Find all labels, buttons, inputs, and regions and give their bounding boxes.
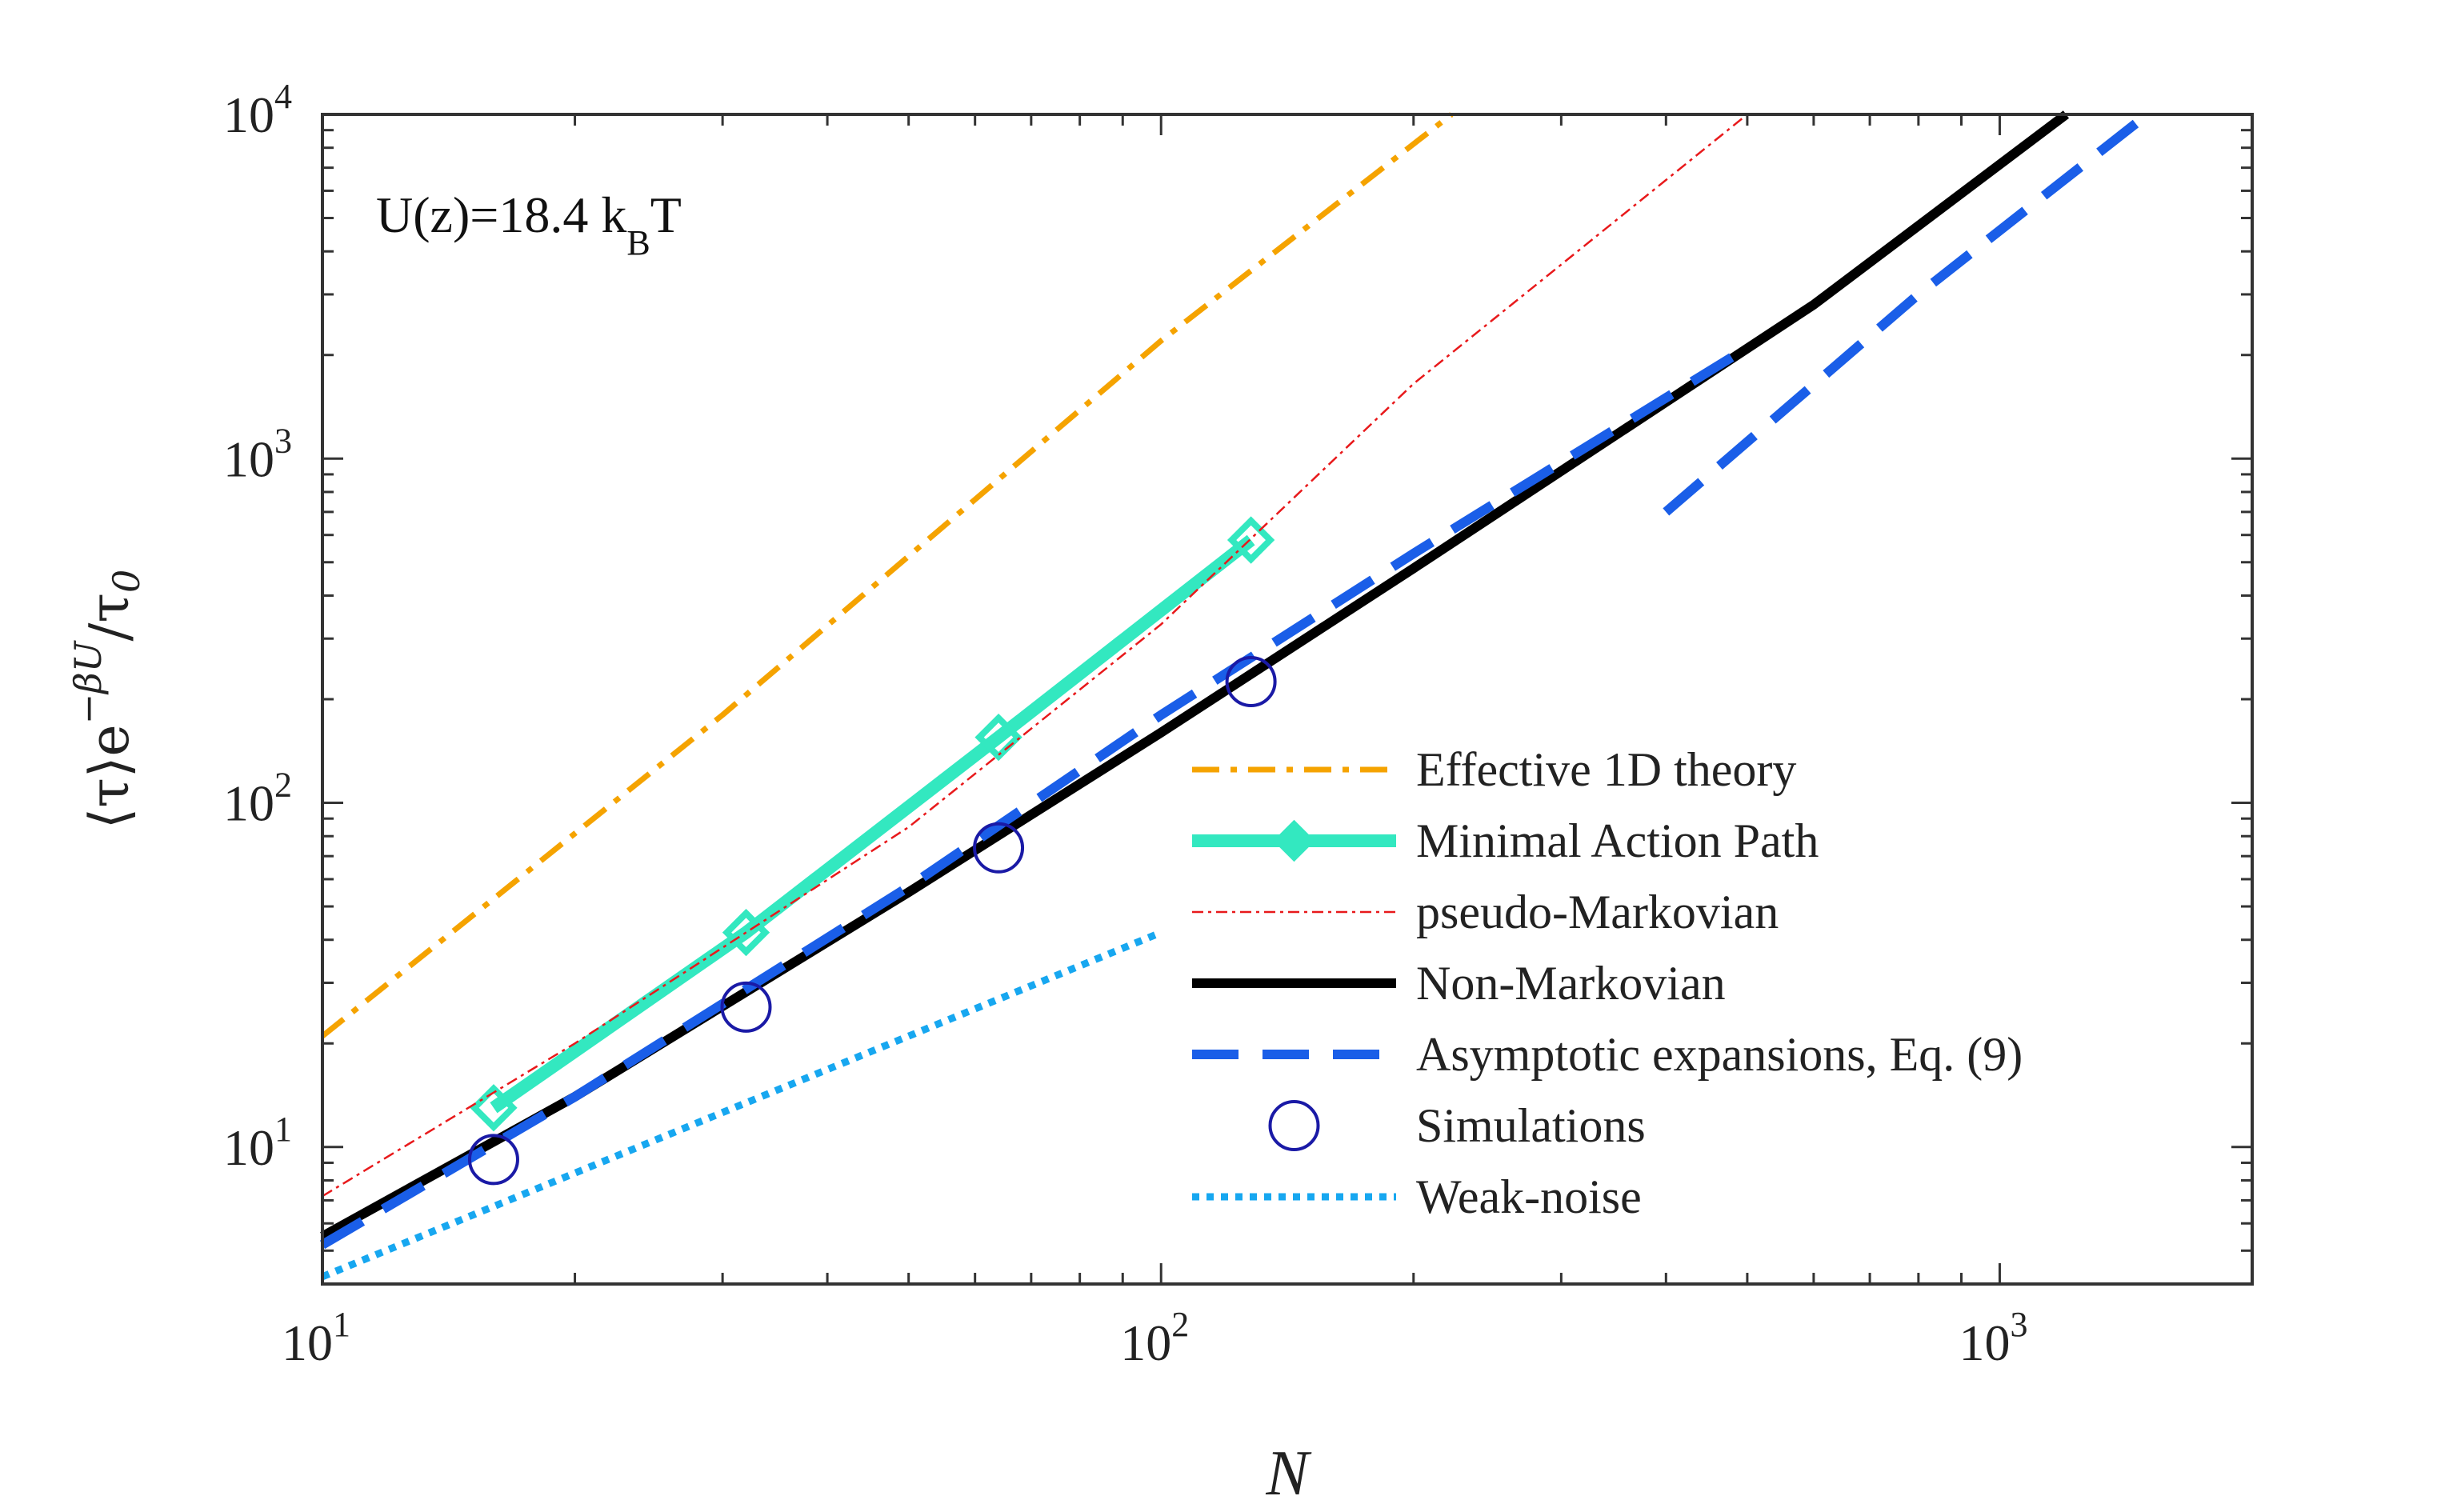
legend-entry-weak-noise: Weak-noise: [1192, 1170, 1642, 1223]
series-effective-1d-theory: [320, 112, 1454, 1038]
x-axis-label: N: [1265, 1438, 1312, 1509]
legend-entry-effective-1d-theory: Effective 1D theory: [1192, 743, 1796, 796]
series-line: [1663, 110, 2151, 516]
legend-label: Simulations: [1416, 1099, 1646, 1152]
diamond-marker: [722, 908, 770, 957]
x-tick-label: 101: [282, 1305, 350, 1371]
y-tick-label: 103: [223, 421, 292, 487]
legend-entry-asymptotic-expansions-eq-9: Asymptotic expansions, Eq. (9): [1192, 1028, 2023, 1081]
y-tick-label: 102: [223, 766, 292, 832]
series-line: [490, 534, 1255, 1114]
series-line: [319, 343, 1751, 1250]
tick-layer: [321, 113, 2254, 1286]
legend-label: Minimal Action Path: [1416, 814, 1819, 867]
simulation-point: [467, 1134, 519, 1186]
series-weak-noise: [321, 929, 1162, 1281]
legend-entry-non-markovian: Non-Markovian: [1192, 957, 1726, 1010]
legend-marker: [1273, 819, 1315, 862]
legend-marker: [1268, 1100, 1320, 1151]
legend-entry-pseudo-markovian: pseudo-Markovian: [1192, 886, 1779, 938]
legend-entry-simulations: Simulations: [1268, 1099, 1646, 1152]
series-simulations: [467, 655, 1277, 1186]
series-layer: [319, 110, 2151, 1281]
series-line: [322, 114, 1748, 1198]
series-line: [321, 929, 1162, 1281]
legend-label: Asymptotic expansions, Eq. (9): [1416, 1028, 2023, 1081]
simulation-point: [973, 822, 1025, 874]
series-asymptotic-expansions-eq-9: [319, 110, 2151, 1250]
legend-label: Weak-noise: [1416, 1170, 1642, 1223]
legend-label: Non-Markovian: [1416, 957, 1726, 1010]
legend-label: pseudo-Markovian: [1416, 886, 1779, 938]
x-tick-label: 102: [1120, 1305, 1189, 1371]
x-tick-label: 103: [1959, 1305, 2027, 1371]
y-tick-label: 104: [223, 77, 292, 143]
legend-entry-minimal-action-path: Minimal Action Path: [1192, 814, 1819, 867]
legend: Effective 1D theory Minimal Action Path ps…: [1192, 743, 2023, 1223]
diamond-marker: [974, 713, 1022, 762]
y-axis-label: ⟨τ⟩e−βU/τ0: [66, 570, 148, 830]
series-minimal-action-path: [470, 516, 1275, 1132]
simulation-point: [720, 981, 772, 1033]
simulation-point: [1225, 655, 1277, 707]
series-pseudo-markovian: [322, 114, 1748, 1198]
y-tick-label: 101: [223, 1110, 292, 1176]
plot-frame: [321, 113, 2254, 1286]
diamond-marker: [1226, 516, 1275, 564]
legend-label: Effective 1D theory: [1416, 743, 1796, 796]
annotation-text: U(z)=18.4 kBT: [376, 186, 682, 262]
series-line: [320, 112, 1454, 1038]
